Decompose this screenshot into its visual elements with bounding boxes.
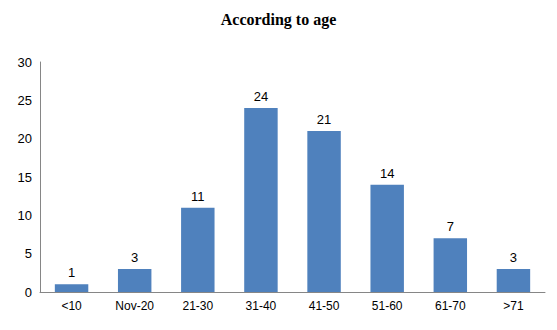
svg-text:11: 11 [191,189,205,204]
svg-text:3: 3 [131,250,138,265]
svg-text:31-40: 31-40 [246,299,277,313]
svg-text:25: 25 [18,93,32,108]
svg-text:1: 1 [68,265,75,280]
svg-text:Nov-20: Nov-20 [115,299,154,313]
svg-text:61-70: 61-70 [435,299,466,313]
svg-text:20: 20 [18,131,32,146]
svg-text:7: 7 [447,219,454,234]
svg-text:>71: >71 [503,299,524,313]
svg-text:15: 15 [18,170,32,185]
svg-text:10: 10 [18,208,32,223]
svg-text:5: 5 [25,246,32,261]
svg-text:24: 24 [254,89,268,104]
svg-text:14: 14 [380,166,394,181]
svg-text:21-30: 21-30 [182,299,213,313]
svg-text:41-50: 41-50 [309,299,340,313]
svg-text:30: 30 [18,55,32,70]
svg-text:51-60: 51-60 [372,299,403,313]
svg-text:0: 0 [25,285,32,300]
svg-text:According to age: According to age [221,11,337,29]
svg-text:3: 3 [510,250,517,265]
svg-text:<10: <10 [61,299,82,313]
svg-text:21: 21 [317,112,331,127]
